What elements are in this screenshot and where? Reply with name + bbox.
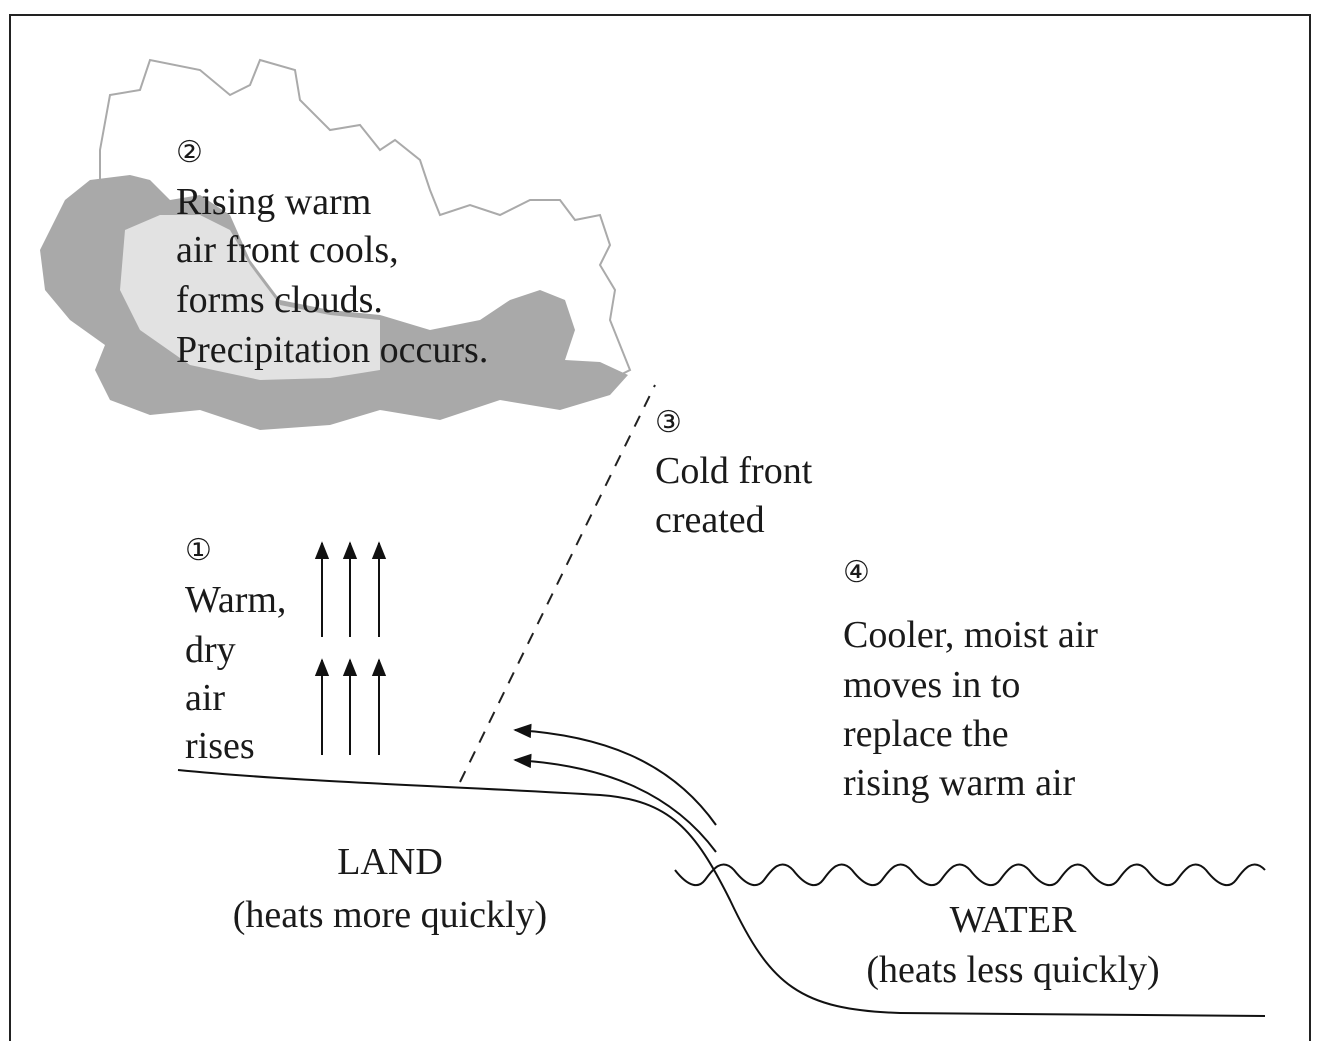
step-2: ② Rising warm air front cools, forms clo…	[176, 136, 488, 371]
step-4: ④ Cooler, moist air moves in to replace …	[843, 556, 1098, 804]
step-text: dry	[185, 629, 236, 671]
step-text: Cooler, moist air	[843, 614, 1098, 656]
step-text: Warm,	[185, 579, 286, 621]
step-number: ①	[185, 534, 212, 567]
step-text: rising warm air	[843, 762, 1076, 804]
step-text: Rising warm	[176, 181, 371, 223]
inflow-arrows	[513, 723, 717, 853]
rising-arrows	[314, 541, 387, 755]
step-text: moves in to	[843, 664, 1020, 706]
frame	[9, 14, 1311, 1041]
region-note: (heats more quickly)	[233, 894, 547, 936]
step-text: Precipitation occurs.	[176, 329, 488, 371]
step-text: rises	[185, 725, 255, 767]
step-number: ②	[176, 136, 203, 169]
step-1: ① Warm, dry air rises	[185, 534, 286, 767]
step-text: Cold front	[655, 450, 813, 492]
step-3: ③ Cold front created	[655, 406, 813, 541]
step-text: replace the	[843, 713, 1009, 755]
step-number: ③	[655, 406, 682, 439]
step-number: ④	[843, 556, 870, 589]
shoreline	[177, 769, 1266, 1017]
step-text: forms clouds.	[176, 279, 383, 321]
cold-front	[459, 384, 656, 783]
step-text: created	[655, 499, 765, 541]
region-name: WATER	[950, 899, 1077, 941]
region-name: LAND	[337, 841, 443, 883]
step-text: air	[185, 677, 225, 719]
water-label: WATER (heats less quickly)	[866, 899, 1159, 991]
water-surface	[674, 863, 1266, 887]
cloud	[40, 58, 632, 430]
region-note: (heats less quickly)	[866, 949, 1159, 991]
step-text: air front cools,	[176, 229, 399, 271]
land-label: LAND (heats more quickly)	[233, 841, 547, 936]
